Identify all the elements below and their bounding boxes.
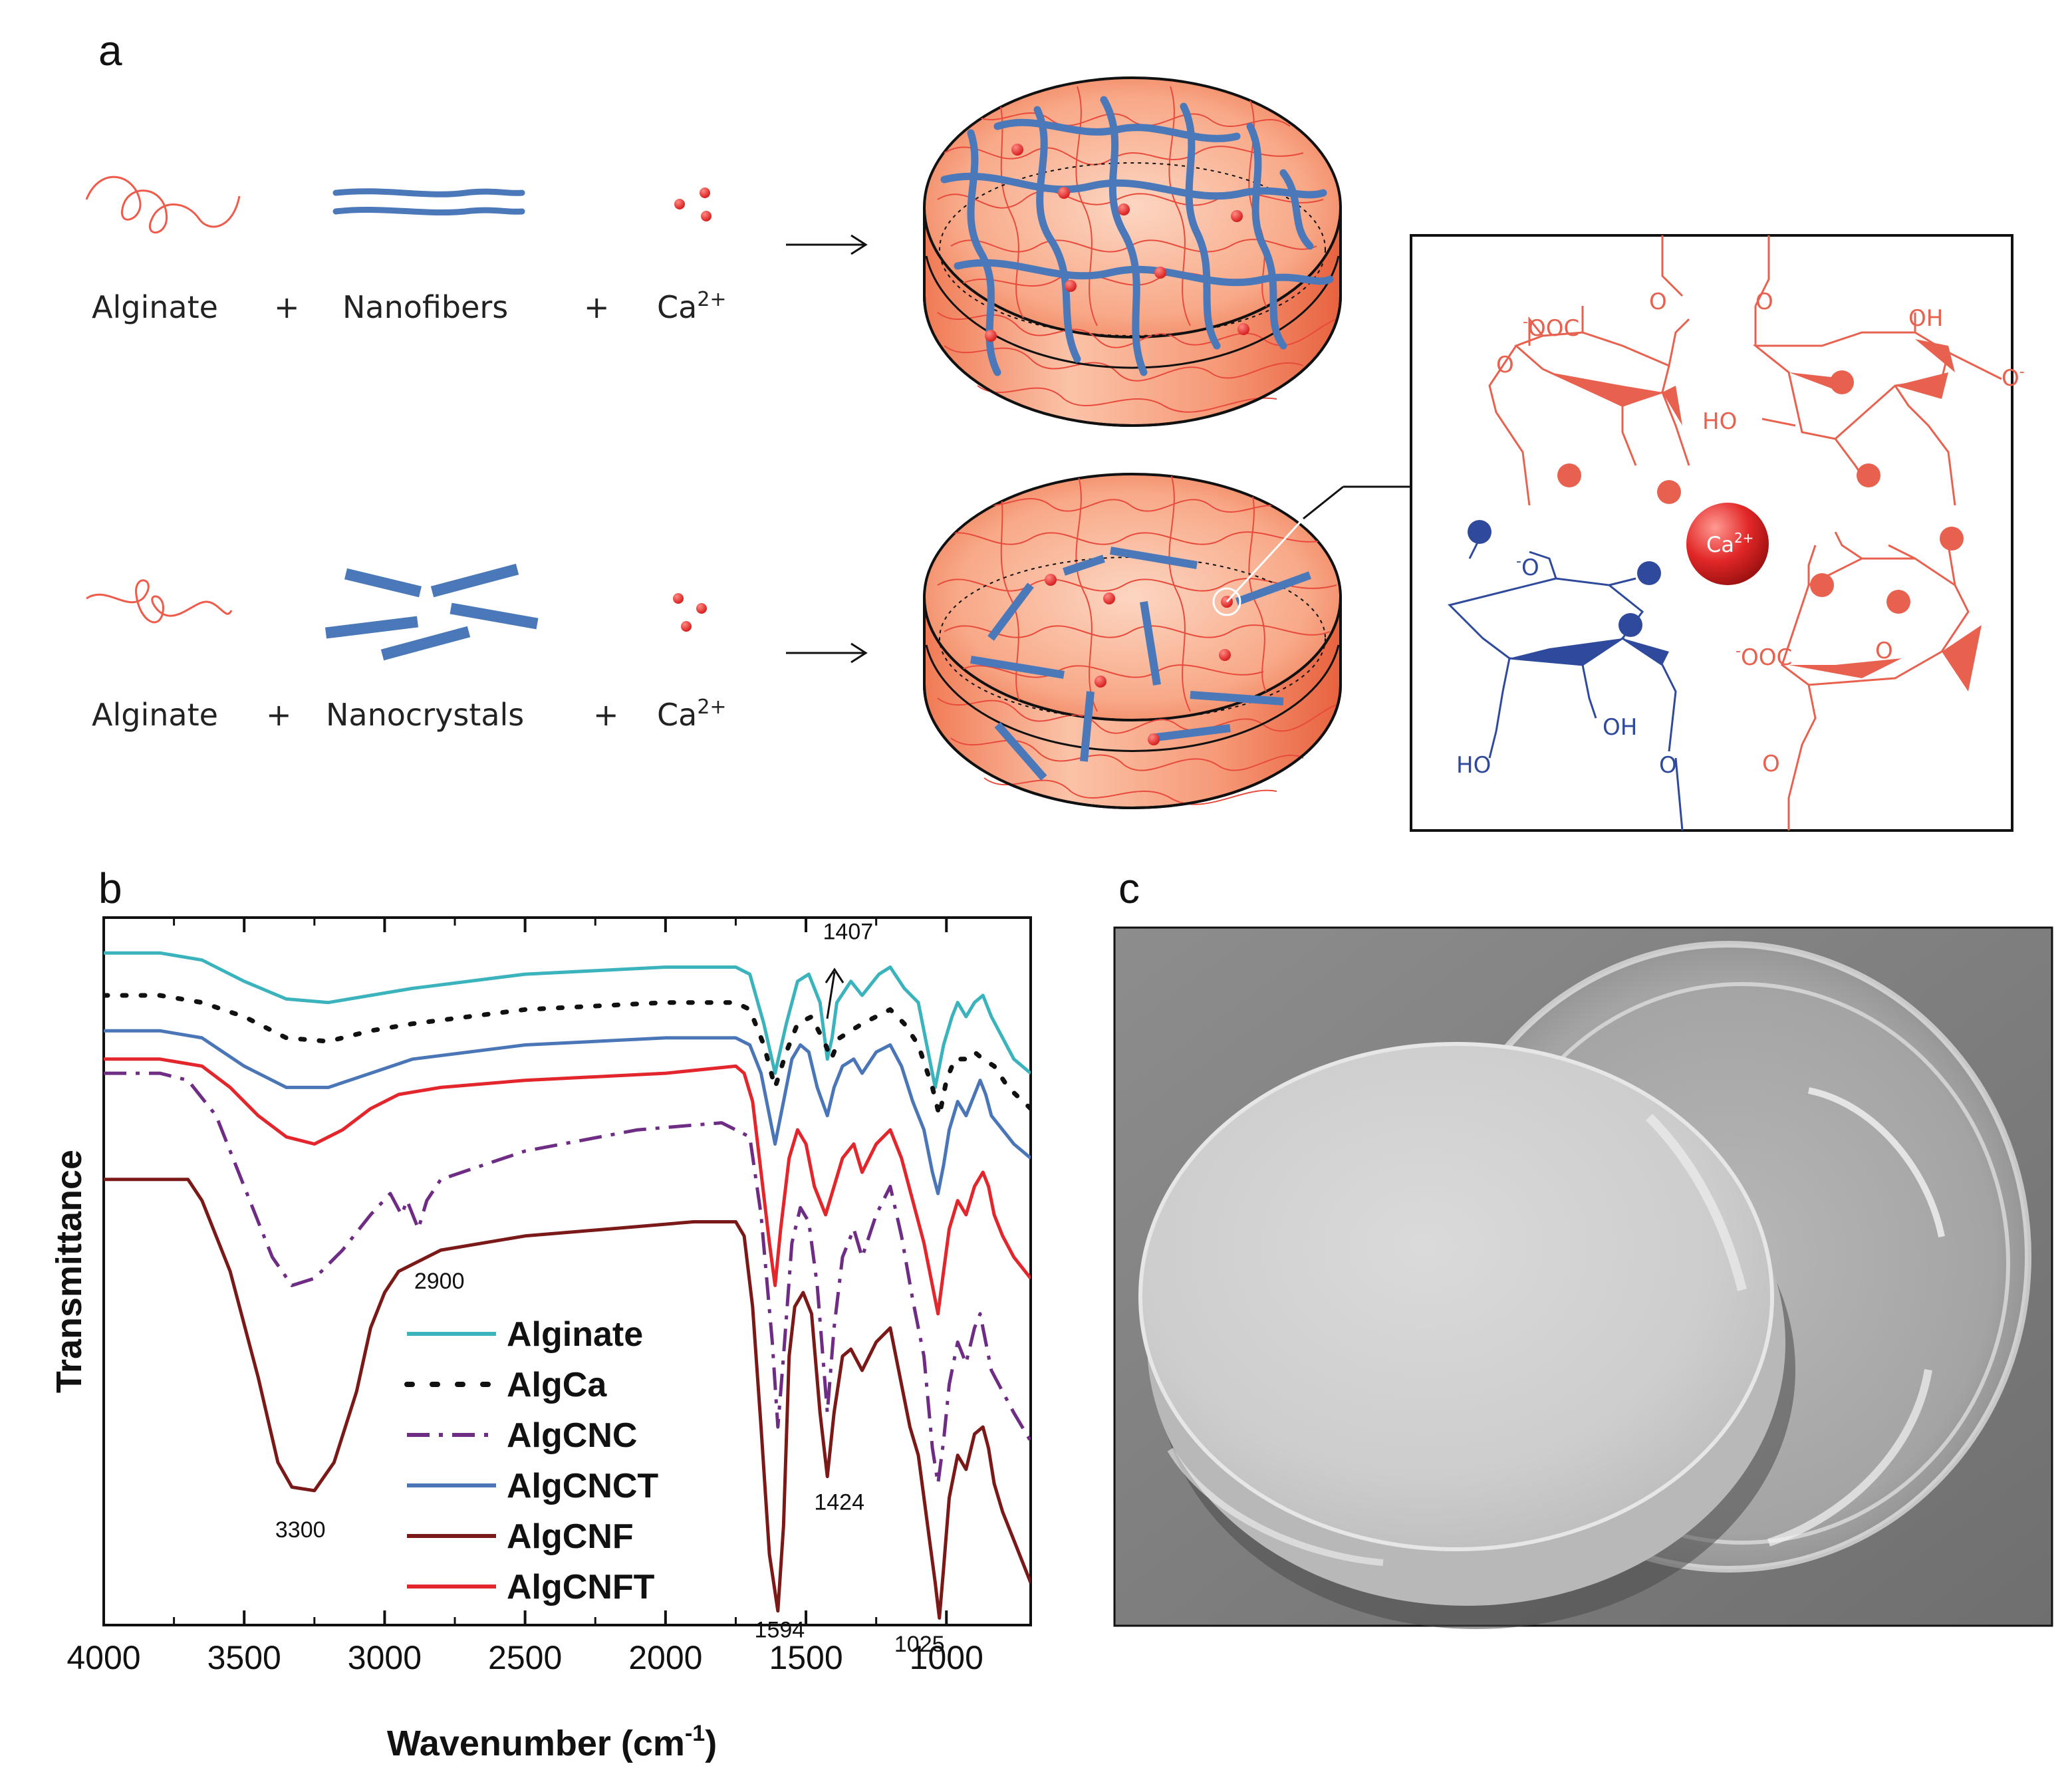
legend-label-algcnc: AlgCNC bbox=[507, 1416, 637, 1455]
label-hydroxyl-top: OH bbox=[1908, 305, 1943, 332]
x-tick-label: 2000 bbox=[628, 1639, 702, 1676]
label-oxygen-ion: -O bbox=[1516, 553, 1539, 581]
x-axis-title: Wavenumber (cm-1) bbox=[387, 1721, 717, 1763]
row1-components: Alginate + Nanofibers + Ca2+ bbox=[85, 176, 868, 325]
peak-label-1025: 1025 bbox=[894, 1632, 945, 1657]
label-carboxylate-top: -OOC bbox=[1523, 314, 1579, 342]
legend-label-algcnct: AlgCNCT bbox=[507, 1467, 658, 1505]
annotation-arrow-icon bbox=[825, 967, 844, 1019]
label-plus: + bbox=[584, 289, 610, 325]
x-tick-label: 1000 bbox=[910, 1639, 983, 1676]
nanocrystal-icon bbox=[324, 563, 539, 661]
series-line-algcnc bbox=[104, 1071, 1031, 1485]
peak-label-2900: 2900 bbox=[414, 1269, 465, 1294]
x-tick-label: 3500 bbox=[207, 1639, 281, 1676]
peak-label-1424: 1424 bbox=[814, 1490, 864, 1515]
label-hydroxyl-bottom-left: HO bbox=[1456, 752, 1491, 779]
y-axis-title: Transmittance bbox=[49, 1150, 89, 1393]
series-line-alginate bbox=[104, 951, 1031, 1089]
plot-frame bbox=[102, 916, 1032, 1626]
chart-legend: Alginate AlgCa AlgCNC AlgCNCT AlgCNF AlgCNFT bbox=[404, 1315, 658, 1606]
alginate-chain-icon bbox=[85, 176, 241, 234]
label-alginate: Alginate bbox=[92, 697, 218, 733]
nanofiber-icon bbox=[332, 206, 525, 216]
egg-box-inset: O -OOC O O OH HO O- bbox=[1410, 234, 2025, 832]
series-line-algcnft bbox=[104, 1057, 1031, 1316]
label-oxygen: O bbox=[1762, 751, 1780, 777]
panel-b: b 4000 3500 3000 2500 2000 1500 1000 1407 2900 3… bbox=[49, 864, 1032, 1763]
spectra-series bbox=[104, 951, 1031, 1620]
peak-label-3300: 3300 bbox=[275, 1517, 326, 1543]
panel-b-letter: b bbox=[98, 864, 122, 912]
panel-c: c bbox=[1113, 864, 2053, 1629]
calcium-dot-icon bbox=[681, 621, 692, 632]
zoom-marker-circle bbox=[1212, 587, 1241, 616]
hydrogel-photo bbox=[1113, 926, 2053, 1629]
hydrogel-disk-nanocrystals bbox=[923, 473, 1411, 809]
calcium-ion-label: Ca2+ bbox=[1706, 530, 1753, 557]
x-tick-label: 3000 bbox=[348, 1639, 422, 1676]
legend-label-algcnft: AlgCNFT bbox=[507, 1568, 655, 1606]
label-nanocrystals: Nanocrystals bbox=[326, 697, 524, 733]
x-tick-label: 1500 bbox=[769, 1639, 842, 1676]
label-oxygen: O bbox=[1649, 289, 1667, 315]
calcium-dot-icon bbox=[701, 211, 712, 221]
series-line-algcnf bbox=[104, 1178, 1031, 1620]
label-carboxylate-bottom: -OOC bbox=[1736, 643, 1792, 671]
panel-c-letter: c bbox=[1118, 864, 1140, 912]
label-hydroxyl-right: HO bbox=[1702, 408, 1737, 435]
calcium-ion bbox=[1686, 503, 1769, 585]
nanofiber-icon bbox=[332, 188, 525, 197]
legend-label-alginate: Alginate bbox=[507, 1315, 643, 1354]
series-line-algcnct bbox=[104, 1029, 1031, 1196]
arrow-right-icon bbox=[786, 642, 868, 664]
arrow-right-icon bbox=[786, 234, 868, 255]
label-oxygen: O bbox=[1496, 352, 1514, 378]
label-oxygen: O bbox=[1755, 289, 1773, 315]
alginate-chain-icon bbox=[86, 579, 233, 624]
series-line-algca bbox=[104, 993, 1031, 1118]
label-calcium: Ca2+ bbox=[657, 288, 727, 325]
calcium-dot-icon bbox=[700, 188, 710, 198]
peak-label-1594: 1594 bbox=[755, 1618, 805, 1643]
label-calcium: Ca2+ bbox=[657, 696, 727, 733]
label-plus: + bbox=[593, 697, 619, 733]
peak-label-1407: 1407 bbox=[823, 920, 874, 945]
label-plus: + bbox=[266, 697, 292, 733]
x-axis: 4000 3500 3000 2500 2000 1500 1000 bbox=[66, 918, 983, 1676]
label-alginate: Alginate bbox=[92, 289, 218, 325]
label-plus: + bbox=[274, 289, 300, 325]
legend-label-algca: AlgCa bbox=[507, 1366, 607, 1404]
label-oxygen: O bbox=[1659, 752, 1677, 779]
panel-a: a Alginate + Nanofibers + Ca2+ bbox=[85, 27, 2025, 832]
calcium-dot-icon bbox=[696, 603, 707, 614]
row2-components: Alginate + Nanocrystals + Ca2+ bbox=[86, 563, 868, 733]
x-tick-label: 4000 bbox=[66, 1639, 140, 1676]
label-oxygen: O bbox=[1875, 638, 1893, 664]
panel-a-letter: a bbox=[98, 27, 122, 74]
legend-label-algcnf: AlgCNF bbox=[507, 1517, 634, 1556]
label-oxygen-ion: O- bbox=[2002, 364, 2025, 392]
x-tick-label: 2500 bbox=[488, 1639, 562, 1676]
peak-annotations: 1407 2900 3300 1424 1594 1025 bbox=[275, 920, 945, 1657]
calcium-dot-icon bbox=[673, 593, 684, 604]
label-nanofibers: Nanofibers bbox=[342, 289, 508, 325]
label-hydroxyl-bottom: OH bbox=[1603, 714, 1637, 741]
hydrogel-disk-nanofibers bbox=[923, 76, 1342, 427]
calcium-dot-icon bbox=[674, 199, 685, 209]
